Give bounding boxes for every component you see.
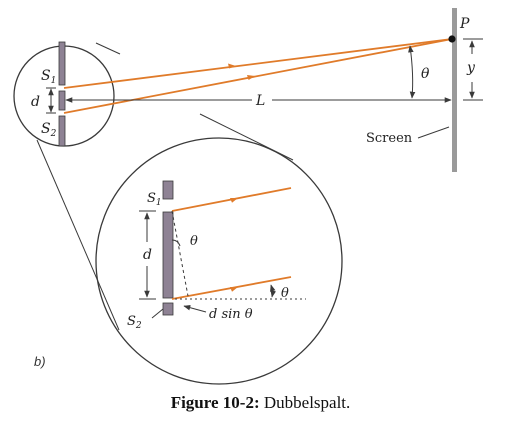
label-s2: S2 [41, 121, 57, 139]
point-p [448, 35, 456, 43]
zoom-detail-circle [95, 137, 343, 385]
label-s1: S1 [41, 68, 56, 86]
zoom-slit-bottom [162, 302, 174, 316]
slit-barrier-top [58, 41, 66, 86]
zoom-theta-arc-slit [171, 239, 181, 247]
label-zoom-d: d [143, 247, 152, 263]
zoom-s2-leader [151, 308, 164, 319]
label-d-sin-theta: d sin θ [209, 307, 253, 322]
zoom-ray-bottom-arrowhead [230, 287, 238, 292]
zoom-ray-top-arrowhead [230, 198, 238, 203]
label-p: P [459, 16, 470, 32]
ray-arrow-head-1 [228, 63, 236, 69]
screen [452, 8, 457, 172]
caption-text: Dubbelspalt. [263, 393, 351, 412]
theta-arc-top [408, 45, 416, 99]
label-theta: θ [421, 66, 430, 82]
label-panel: b) [34, 354, 46, 369]
zoom-connector-left [36, 139, 120, 331]
d-sin-theta-pointer [183, 304, 207, 313]
label-zoom-s1: S1 [147, 191, 162, 208]
zoom-perpendicular-dashed [171, 210, 189, 297]
label-zoom-theta-ray: θ [281, 286, 289, 301]
zoom-slit-middle [162, 211, 174, 299]
label-d: d [31, 94, 40, 110]
zoom-slit-top [162, 180, 174, 200]
label-y: y [466, 60, 476, 76]
figure-caption: Figure 10-2: Dubbelspalt. [0, 393, 521, 413]
zoom-connector-upper-left [95, 42, 121, 55]
label-zoom-s2: S2 [127, 314, 142, 331]
slit-barrier-bottom [58, 115, 66, 147]
ray-s2-to-p [63, 38, 453, 114]
ray-s1-to-p [63, 38, 453, 89]
label-screen: Screen [366, 131, 413, 146]
label-zoom-theta-slit: θ [190, 234, 198, 249]
slit-barrier-middle [58, 90, 66, 111]
label-l: L [255, 93, 265, 109]
zoom-theta-arc-ray [270, 284, 276, 298]
caption-label: Figure 10-2: [170, 393, 260, 412]
ray-arrow-head-2 [247, 75, 255, 80]
screen-leader-line [417, 126, 450, 139]
